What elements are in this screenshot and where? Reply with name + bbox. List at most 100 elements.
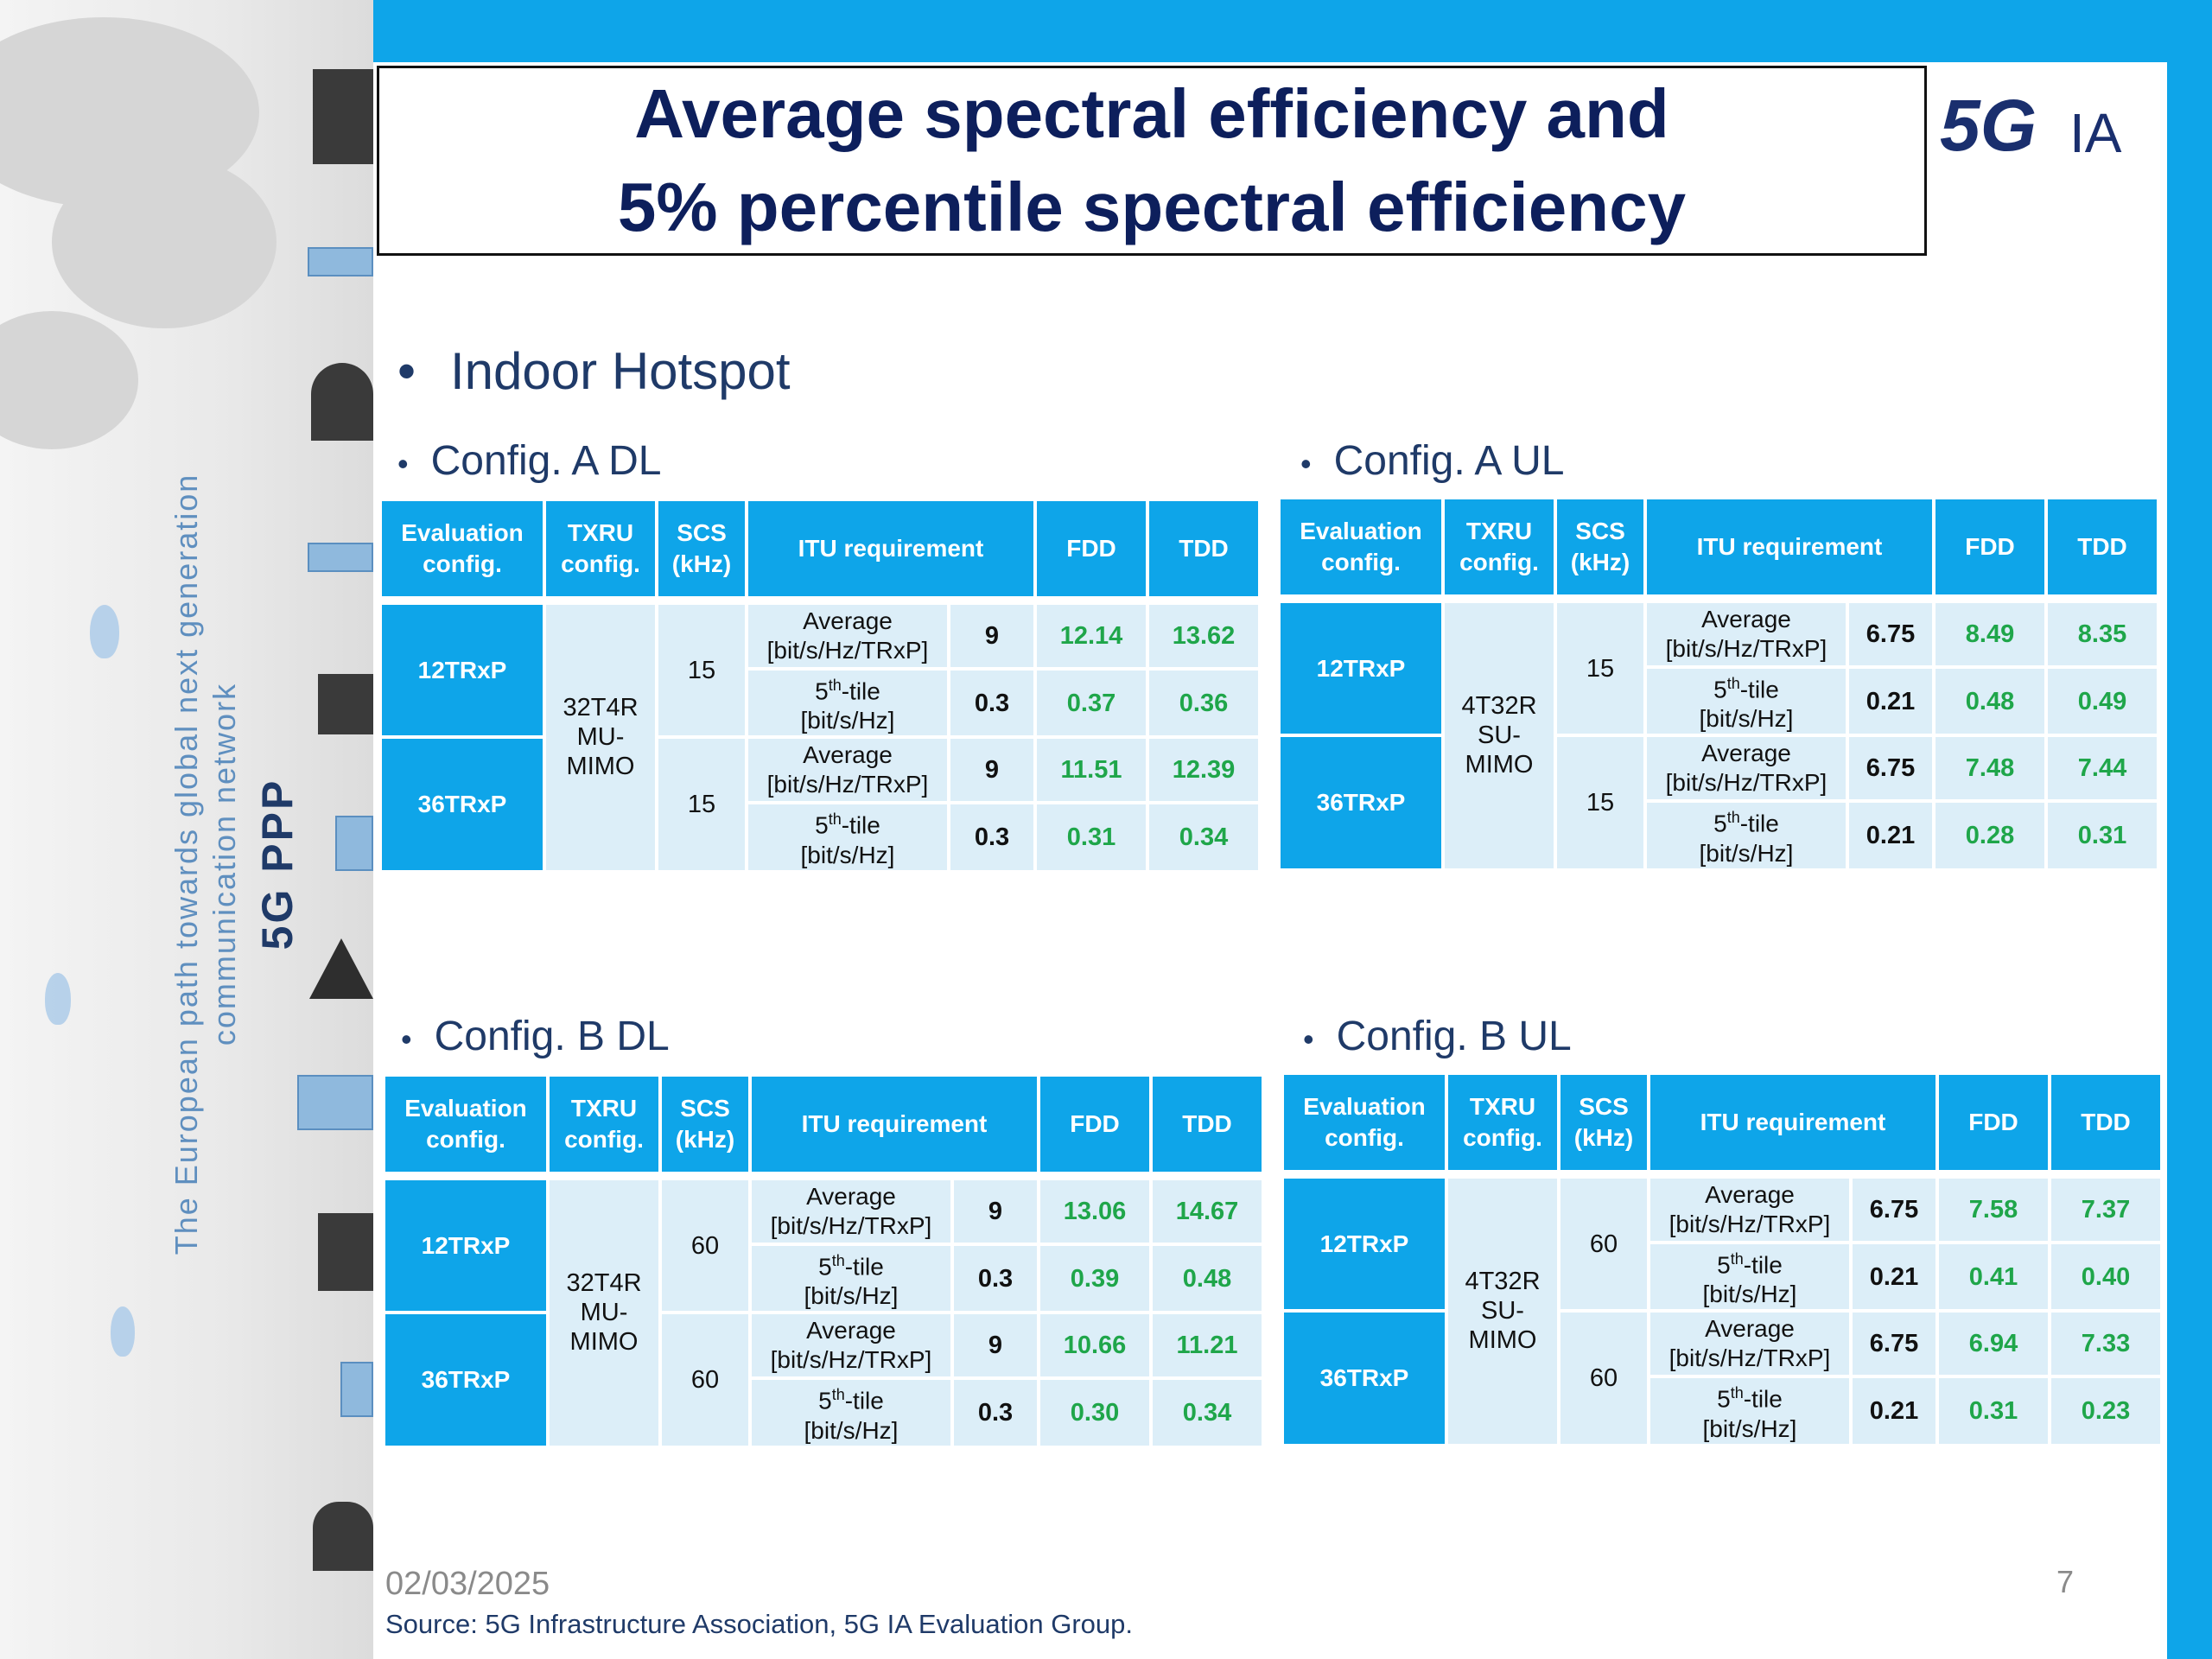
itu-requirement-value: 0.21: [1849, 803, 1932, 868]
col-header-eval: Evaluation config.: [1284, 1075, 1445, 1170]
tdd-value: 0.34: [1153, 1380, 1262, 1446]
tdd-value: 0.36: [1149, 671, 1258, 736]
eval-config-cell: 36TRxP: [1284, 1313, 1445, 1444]
table-row: 12TRxP 4T32R SU-MIMO 15 Average [bit/s/Hz/T…: [1281, 603, 2157, 868]
metric-label-5th-tile: 5th-tile [bit/s/Hz]: [1647, 669, 1846, 734]
itu-requirement-value: 0.21: [1853, 1378, 1936, 1444]
label-config-b-dl: • Config. B DL: [401, 1013, 670, 1060]
scs-cell: 60: [662, 1180, 748, 1312]
col-header-tdd: TDD: [1149, 501, 1258, 596]
col-header-itu: ITU requirement: [748, 501, 1033, 596]
bullet-icon: •: [1303, 1021, 1314, 1057]
page-title-line2: 5% percentile spectral efficiency: [617, 168, 1687, 245]
map-marker-icon: [45, 973, 71, 1025]
eval-config-cell: 36TRxP: [385, 1314, 546, 1446]
metric-label-5th-tile: 5th-tile [bit/s/Hz]: [1650, 1244, 1849, 1310]
fdd-value: 0.41: [1939, 1244, 2048, 1310]
itu-requirement-value: 6.75: [1853, 1179, 1936, 1241]
fdd-value: 0.31: [1037, 804, 1146, 870]
metric-label-average: Average [bit/s/Hz/TRxP]: [1650, 1313, 1849, 1376]
fdd-value: 0.37: [1037, 671, 1146, 736]
scs-cell: 60: [1560, 1313, 1647, 1444]
top-accent-bar: [373, 0, 2167, 62]
col-header-fdd: FDD: [1936, 499, 2044, 594]
txru-config-cell: 32T4R MU-MIMO: [546, 605, 655, 870]
table-row: 5th-tile [bit/s/Hz] 0.21 0.31 0.23: [1284, 1378, 2160, 1444]
col-header-tdd: TDD: [2051, 1075, 2160, 1170]
tdd-value: 0.40: [2051, 1244, 2160, 1310]
metric-label-average: Average [bit/s/Hz/TRxP]: [748, 739, 947, 802]
eiffel-tower-icon: [309, 938, 373, 999]
table-row: 36TRxP 15 Average [bit/s/Hz/TRxP] 6.75 7.48 7…: [1281, 737, 2157, 868]
metric-label-average: Average [bit/s/Hz/TRxP]: [1647, 603, 1846, 665]
itu-requirement-value: 0.21: [1849, 669, 1932, 734]
metric-label-average: Average [bit/s/Hz/TRxP]: [752, 1180, 950, 1243]
tdd-value: 8.35: [2048, 603, 2157, 665]
map-marker-icon: [111, 1306, 135, 1357]
fdd-value: 6.94: [1939, 1313, 2048, 1376]
bullet-icon: •: [397, 342, 416, 400]
table-config-a-ul: Evaluation config. TXRU config. SCS (kHz) I…: [1277, 496, 2160, 872]
page-title-line1: Average spectral efficiency and: [634, 75, 1669, 152]
scs-cell: 15: [1557, 737, 1643, 868]
building-icon: [340, 1362, 373, 1417]
tdd-value: 0.49: [2048, 669, 2157, 734]
col-header-fdd: FDD: [1040, 1077, 1149, 1172]
tdd-value: 12.39: [1149, 739, 1258, 802]
metric-label-5th-tile: 5th-tile [bit/s/Hz]: [752, 1246, 950, 1312]
table-header-row: Evaluation config. TXRU config. SCS (kHz) I…: [1284, 1075, 2160, 1170]
eval-config-cell: 12TRxP: [1284, 1179, 1445, 1310]
col-header-fdd: FDD: [1939, 1075, 2048, 1170]
col-header-fdd: FDD: [1037, 501, 1146, 596]
footer-source: Source: 5G Infrastructure Association, 5…: [385, 1609, 1134, 1639]
metric-label-5th-tile: 5th-tile [bit/s/Hz]: [1650, 1378, 1849, 1444]
table-row: 5th-tile [bit/s/Hz] 0.3 0.39 0.48: [385, 1246, 1262, 1312]
txru-config-cell: 4T32R SU-MIMO: [1448, 1179, 1557, 1444]
5gia-logo: 5G IA: [1940, 83, 2147, 169]
itu-requirement-value: 0.21: [1853, 1244, 1936, 1310]
metric-label-5th-tile: 5th-tile [bit/s/Hz]: [1647, 803, 1846, 868]
fdd-value: 0.30: [1040, 1380, 1149, 1446]
table-config-b-ul: Evaluation config. TXRU config. SCS (kHz) I…: [1281, 1071, 2164, 1447]
col-header-scs: SCS (kHz): [658, 501, 745, 596]
tdd-value: 13.62: [1149, 605, 1258, 667]
scs-cell: 15: [658, 605, 745, 736]
fdd-value: 7.58: [1939, 1179, 2048, 1241]
metric-label-5th-tile: 5th-tile [bit/s/Hz]: [748, 804, 947, 870]
col-header-txru: TXRU config.: [1448, 1075, 1557, 1170]
col-header-scs: SCS (kHz): [1560, 1075, 1647, 1170]
5gia-logo-icon: 5G IA: [1940, 85, 2122, 166]
eval-config-cell: 12TRxP: [382, 605, 543, 736]
metric-label-5th-tile: 5th-tile [bit/s/Hz]: [752, 1380, 950, 1446]
col-header-txru: TXRU config.: [546, 501, 655, 596]
eval-config-cell: 36TRxP: [1281, 737, 1441, 868]
col-header-eval: Evaluation config.: [1281, 499, 1441, 594]
table-row: 36TRxP 15 Average [bit/s/Hz/TRxP] 9 11.51 12.…: [382, 739, 1258, 870]
sidebar-banner: The European path towards global next ge…: [0, 0, 373, 1659]
table-header-row: Evaluation config. TXRU config. SCS (kHz) I…: [385, 1077, 1262, 1172]
fdd-value: 0.31: [1939, 1378, 2048, 1444]
itu-requirement-value: 0.3: [950, 804, 1033, 870]
metric-label-average: Average [bit/s/Hz/TRxP]: [752, 1314, 950, 1377]
eval-config-cell: 12TRxP: [1281, 603, 1441, 734]
table-row: 36TRxP 60 Average [bit/s/Hz/TRxP] 9 10.66 11.…: [385, 1314, 1262, 1446]
table-row: 5th-tile [bit/s/Hz] 0.21 0.41 0.40: [1284, 1244, 2160, 1310]
sidebar-title: 5G PPP: [253, 778, 302, 950]
tdd-value: 11.21: [1153, 1314, 1262, 1377]
itu-requirement-value: 9: [954, 1314, 1037, 1377]
fdd-value: 8.49: [1936, 603, 2044, 665]
label-config-b-ul: • Config. B UL: [1303, 1013, 1572, 1060]
table-row: 12TRxP 4T32R SU-MIMO 60 Average [bit/s/Hz/T…: [1284, 1179, 2160, 1444]
landmark-silhouette-icon: [318, 1213, 373, 1291]
table-config-a-dl: Evaluation config. TXRU config. SCS (kHz) I…: [378, 498, 1262, 874]
building-icon: [297, 1075, 373, 1130]
col-header-itu: ITU requirement: [752, 1077, 1037, 1172]
itu-requirement-value: 9: [954, 1180, 1037, 1243]
itu-requirement-value: 6.75: [1849, 603, 1932, 665]
itu-requirement-value: 9: [950, 605, 1033, 667]
metric-label-average: Average [bit/s/Hz/TRxP]: [748, 605, 947, 667]
bullet-icon: •: [401, 1021, 412, 1057]
building-icon: [308, 543, 373, 572]
itu-requirement-value: 6.75: [1849, 737, 1932, 800]
title-box: Average spectral efficiency and 5% perce…: [377, 66, 1927, 256]
